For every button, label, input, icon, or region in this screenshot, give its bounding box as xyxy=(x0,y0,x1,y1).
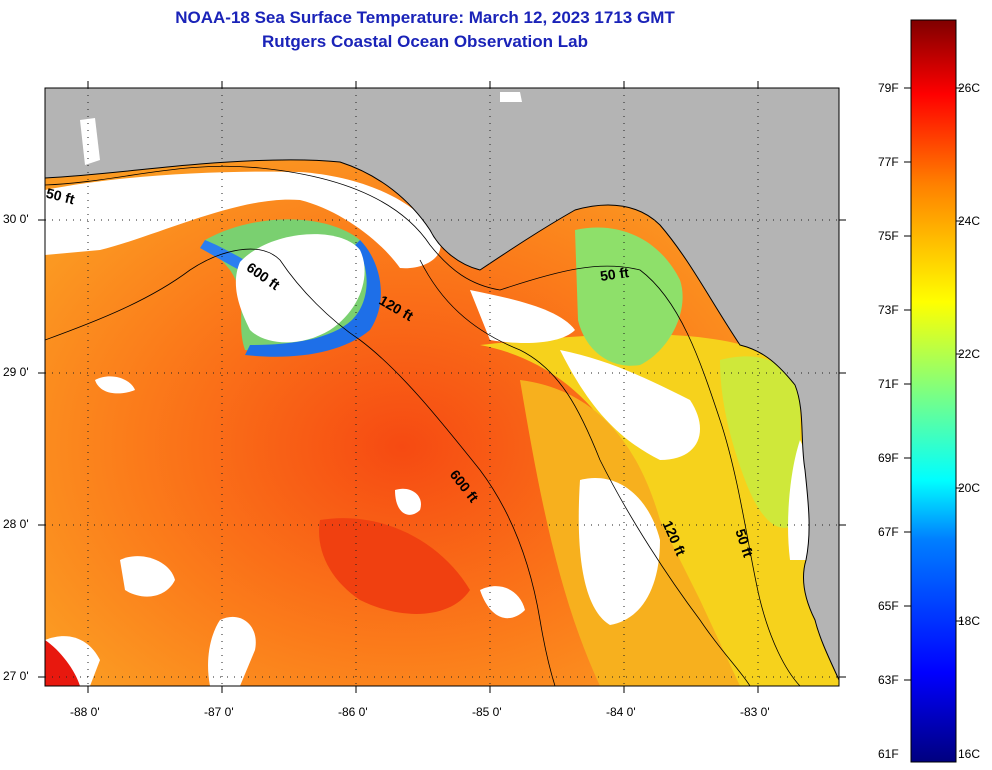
lat-label-29: 29 0' xyxy=(3,365,29,379)
cb-c-26: 26C xyxy=(958,81,981,95)
colorbar xyxy=(910,19,957,763)
colorbar-ticks xyxy=(904,87,963,681)
axis-ticks xyxy=(38,81,846,693)
cb-f-65: 65F xyxy=(878,599,899,613)
title-line-1: NOAA-18 Sea Surface Temperature: March 1… xyxy=(175,8,675,27)
cb-c-22: 22C xyxy=(958,347,981,361)
lon-label-87: -87 0' xyxy=(204,705,234,719)
cb-c-20: 20C xyxy=(958,481,981,495)
cb-c-24: 24C xyxy=(958,214,981,228)
contour-600ft xyxy=(45,248,556,686)
lon-label-86: -86 0' xyxy=(338,705,368,719)
lon-label-83: -83 0' xyxy=(740,705,770,719)
land-mass xyxy=(45,88,839,680)
cb-f-63: 63F xyxy=(878,673,899,687)
cb-f-73: 73F xyxy=(878,303,899,317)
lon-label-84: -84 0' xyxy=(606,705,636,719)
cb-f-71: 71F xyxy=(878,377,899,391)
contour-120ft xyxy=(419,259,751,686)
cold-front-blue xyxy=(245,240,381,357)
lon-label-88: -88 0' xyxy=(70,705,100,719)
lat-label-28: 28 0' xyxy=(3,517,29,531)
cb-f-79: 79F xyxy=(878,81,899,95)
big-bend-cool-water xyxy=(575,227,683,366)
cb-c-16: 16C xyxy=(958,747,981,761)
lat-label-27: 27 0' xyxy=(3,669,29,683)
west-florida-shelf xyxy=(720,356,800,528)
map-frame xyxy=(44,87,840,687)
cb-f-77: 77F xyxy=(878,155,899,169)
cloud-mask xyxy=(235,234,365,343)
cb-c-18: 18C xyxy=(958,614,981,628)
lon-label-85: -85 0' xyxy=(472,705,502,719)
contour-50ft xyxy=(45,165,801,686)
coastline xyxy=(45,159,839,681)
cb-f-75: 75F xyxy=(878,229,899,243)
lat-label-30: 30 0' xyxy=(3,212,29,226)
cb-f-67: 67F xyxy=(878,525,899,539)
cb-f-61: 61F xyxy=(878,747,899,761)
cb-f-69: 69F xyxy=(878,451,899,465)
title-line-2: Rutgers Coastal Ocean Observation Lab xyxy=(262,32,588,51)
